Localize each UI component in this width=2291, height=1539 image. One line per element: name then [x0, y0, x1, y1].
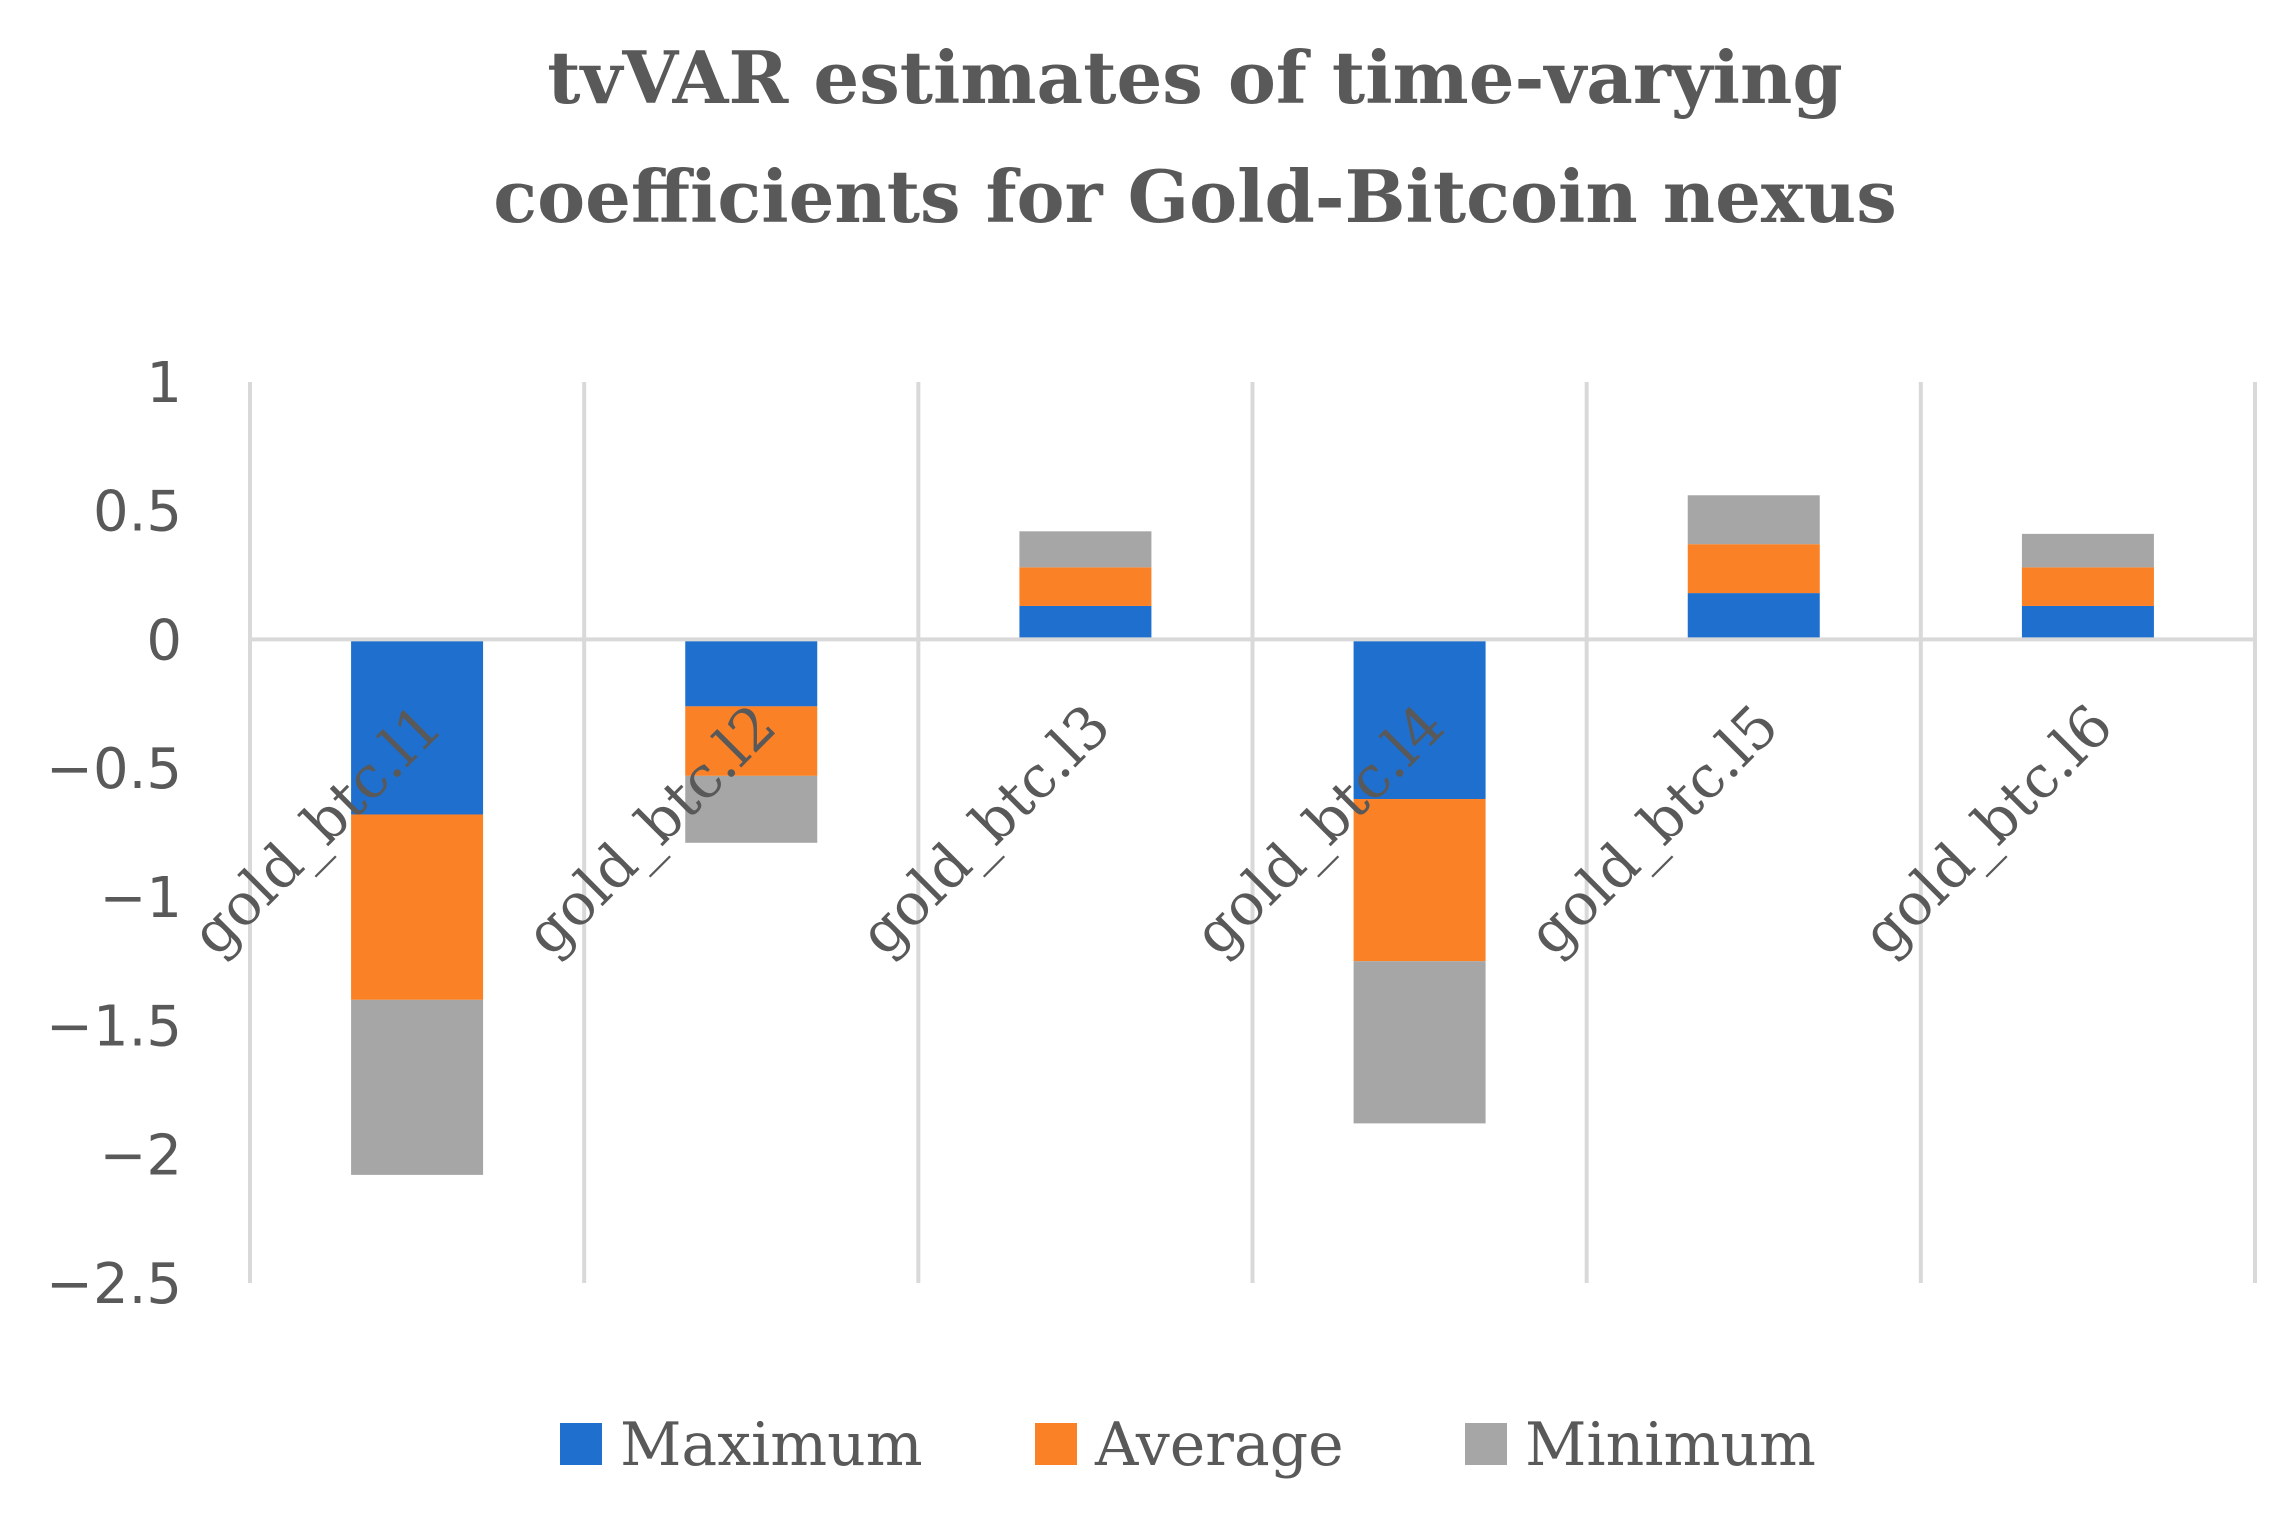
x-tick-label: gold_btc.l5 [1515, 691, 1792, 968]
y-axis-tick-labels: 1 0.5 0 −0.5 −1 −1.5 −2 −2.5 [46, 351, 182, 1317]
y-tick-label: 1 [146, 351, 182, 416]
bar-gold_btc.l5-minimum [1687, 495, 1820, 545]
bar-gold_btc.l1-minimum [351, 999, 484, 1175]
bar-gold_btc.l2-minimum [685, 775, 818, 843]
legend-swatch-minimum [1465, 1423, 1507, 1465]
bar-gold_btc.l4-maximum [1353, 639, 1486, 800]
bars [351, 495, 2154, 1175]
legend-label-minimum: Minimum [1525, 1410, 1816, 1480]
bar-gold_btc.l1-average [351, 814, 484, 1000]
bar-gold_btc.l3-average [1019, 567, 1152, 606]
y-tick-label: −2.5 [46, 1252, 182, 1317]
bar-gold_btc.l2-maximum [685, 639, 818, 707]
chart-title-line-1: tvVAR estimates of time-varying [547, 35, 1842, 120]
bar-gold_btc.l6-average [2021, 567, 2154, 606]
legend-swatch-average [1035, 1423, 1077, 1465]
y-tick-label: 0 [146, 608, 182, 673]
chart-title-line-2: coefficients for Gold-Bitcoin nexus [493, 154, 1896, 239]
legend: Maximum Average Minimum [560, 1410, 1816, 1480]
bar-gold_btc.l2-average [685, 706, 818, 776]
bar-gold_btc.l5-maximum [1687, 593, 1820, 640]
bar-gold_btc.l4-average [1353, 799, 1486, 962]
legend-swatch-maximum [560, 1423, 602, 1465]
y-tick-label: −0.5 [46, 737, 182, 802]
x-tick-label: gold_btc.l3 [846, 691, 1123, 968]
bar-gold_btc.l1-maximum [351, 639, 484, 815]
bar-gold_btc.l3-minimum [1019, 531, 1152, 568]
bar-gold_btc.l4-minimum [1353, 961, 1486, 1124]
gridlines [248, 382, 2257, 1283]
y-tick-label: −1.5 [46, 995, 182, 1060]
legend-label-average: Average [1094, 1410, 1344, 1480]
x-tick-label: gold_btc.l6 [1849, 691, 2126, 968]
bar-gold_btc.l6-minimum [2021, 533, 2154, 568]
legend-label-maximum: Maximum [620, 1410, 923, 1480]
y-tick-label: −1 [99, 866, 182, 931]
y-tick-label: −2 [99, 1123, 182, 1188]
y-tick-label: 0.5 [93, 480, 182, 545]
bar-gold_btc.l3-maximum [1019, 605, 1152, 640]
bar-gold_btc.l6-maximum [2021, 605, 2154, 640]
bar-gold_btc.l5-average [1687, 544, 1820, 594]
